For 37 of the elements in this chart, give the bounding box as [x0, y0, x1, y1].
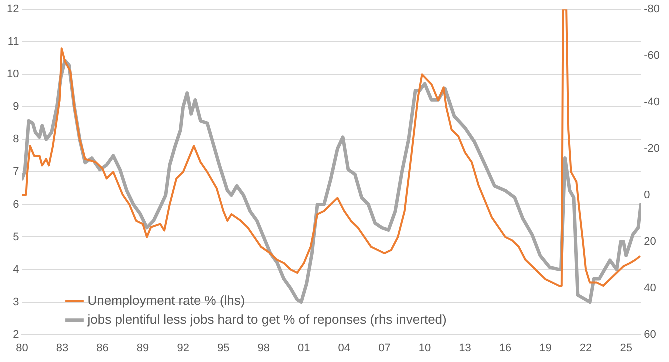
y2-tick-label: 40 — [644, 282, 656, 294]
legend-label: jobs plentiful less jobs hard to get % of reponses (rhs inverted) — [86, 312, 447, 327]
y-tick-label: 8 — [13, 134, 20, 146]
y2-tick-label: -40 — [644, 96, 660, 109]
x-tick-label: 22 — [580, 342, 592, 354]
x-tick-label: 19 — [540, 342, 552, 354]
x-tick-label: 04 — [338, 342, 351, 354]
y-tick-label: 12 — [6, 4, 20, 16]
x-tick-label: 98 — [258, 342, 270, 354]
x-tick-label: 01 — [298, 342, 310, 354]
x-tick-label: 92 — [177, 342, 190, 354]
y2-tick-label: -20 — [644, 143, 660, 156]
y-tick-label: 11 — [8, 36, 20, 48]
y-tick-label: 7 — [13, 166, 20, 178]
y-tick-label: 3 — [13, 296, 20, 308]
x-tick-label: 95 — [217, 342, 230, 354]
x-tick-label: 83 — [56, 342, 69, 354]
y-tick-label: 5 — [13, 231, 20, 244]
x-tick-label: 07 — [378, 342, 391, 354]
y-tick-label: 10 — [6, 68, 20, 81]
y-tick-label: 2 — [13, 328, 20, 341]
y2-tick-label: 60 — [644, 328, 656, 341]
x-tick-label: 86 — [96, 342, 109, 354]
y2-tick-label: 0 — [644, 189, 650, 202]
y2-tick-label: -80 — [644, 4, 660, 16]
x-tick-label: 16 — [499, 342, 512, 354]
y2-tick-label: -60 — [644, 50, 660, 62]
x-tick-label: 25 — [620, 342, 632, 354]
y-tick-label: 6 — [13, 198, 20, 211]
x-tick-label: 80 — [16, 342, 28, 354]
x-tick-label: 10 — [418, 342, 432, 354]
legend-label: Unemployment rate % (lhs) — [88, 292, 246, 308]
y-tick-label: 4 — [13, 264, 20, 276]
y-tick-label: 9 — [13, 101, 20, 114]
x-tick-label: 13 — [459, 342, 472, 354]
x-tick-label: 89 — [136, 342, 150, 354]
y2-tick-label: 20 — [644, 236, 656, 248]
